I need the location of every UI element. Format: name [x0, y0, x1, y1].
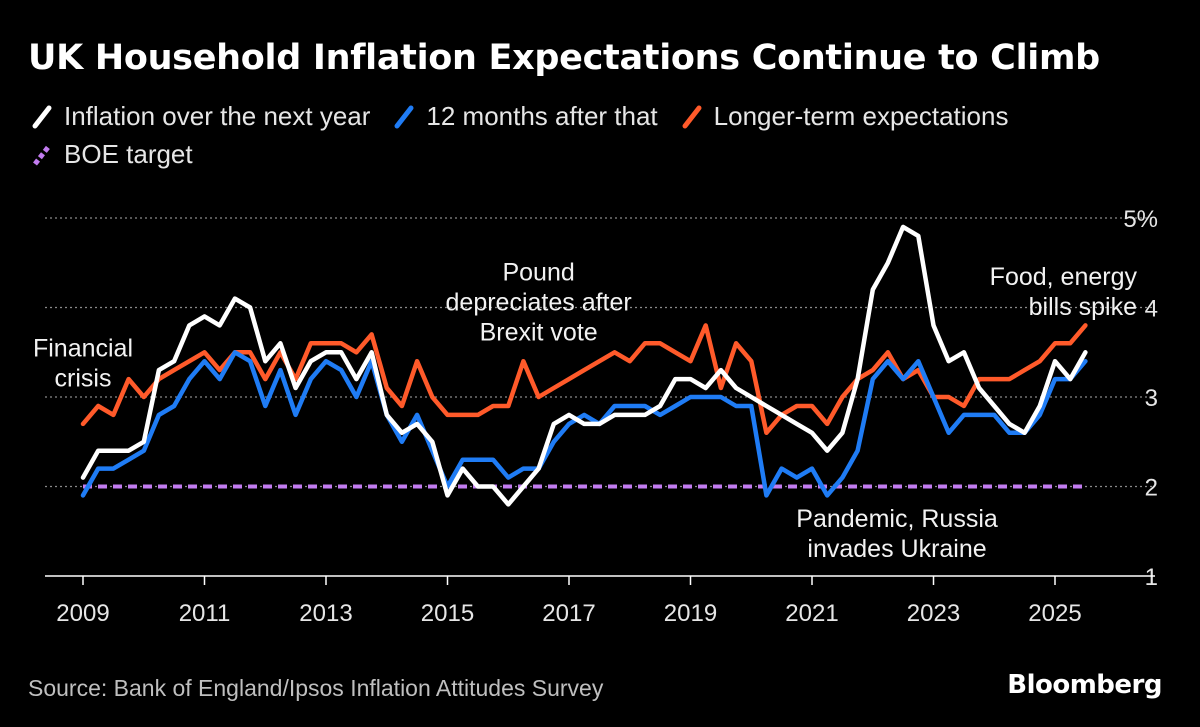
x-tick-label: 2013	[299, 600, 352, 627]
legend-swatch-after-that	[394, 105, 414, 128]
slash-line-icon	[682, 105, 702, 128]
annotation-text-line: depreciates after	[446, 289, 632, 317]
annotation-text-line: Brexit vote	[480, 319, 598, 347]
legend-swatch-next-year	[32, 105, 52, 128]
legend-label-after-that: 12 months after that	[426, 101, 658, 131]
legend-row-1: Inflation over the next year 12 months a…	[30, 101, 1030, 132]
annotation-text-line: Financial	[33, 335, 133, 363]
legend-item-next-year: Inflation over the next year	[30, 101, 370, 132]
legend-row-2: BOE target	[30, 139, 215, 170]
legend-label-longer-term: Longer-term expectations	[713, 101, 1009, 131]
x-tick-label: 2023	[907, 600, 960, 627]
series-longer-term-line	[80, 323, 1088, 436]
series-after-that-line	[80, 350, 1088, 498]
annotation-text-line: Pound	[502, 259, 574, 287]
x-tick-label: 2021	[785, 600, 838, 627]
slash-line-icon	[32, 105, 52, 128]
x-tick-label: 2009	[56, 600, 109, 627]
chart-title: UK Household Inflation Expectations Cont…	[28, 38, 1100, 78]
legend-item-boe-target: BOE target	[30, 139, 193, 170]
legend-label-boe-target: BOE target	[64, 139, 193, 169]
dashed-slash-icon	[33, 143, 51, 166]
legend-item-after-that: 12 months after that	[392, 101, 658, 132]
source-note: Source: Bank of England/Ipsos Inflation …	[28, 675, 604, 701]
x-tick-label: 2017	[542, 600, 595, 627]
x-tick-label: 2011	[179, 600, 231, 627]
series-next-year-line	[80, 224, 1088, 507]
annotation-text-line: bills spike	[1029, 293, 1137, 321]
y-tick-label: 5%	[1123, 206, 1158, 233]
x-tick-label: 2019	[664, 600, 717, 627]
slash-line-icon	[394, 105, 414, 128]
y-tick-label: 4	[1145, 296, 1158, 323]
annotation-text-line: Pandemic, Russia	[796, 505, 998, 533]
x-tick-label: 2015	[421, 600, 474, 627]
annotation-text-line: Food, energy	[990, 263, 1138, 291]
y-tick-label: 2	[1145, 475, 1158, 502]
y-tick-label: 1	[1145, 564, 1158, 591]
x-tick-label: 2025	[1028, 600, 1081, 627]
legend-swatch-boe-target	[33, 143, 51, 166]
y-tick-label: 3	[1145, 385, 1158, 412]
annotation-text-line: invades Ukraine	[807, 535, 986, 563]
bloomberg-logo: Bloomberg	[1007, 670, 1162, 700]
annotation-text-line: crisis	[55, 365, 112, 393]
legend-label-next-year: Inflation over the next year	[64, 101, 371, 131]
legend-swatch-longer-term	[682, 105, 702, 128]
legend-item-longer-term: Longer-term expectations	[680, 101, 1009, 132]
